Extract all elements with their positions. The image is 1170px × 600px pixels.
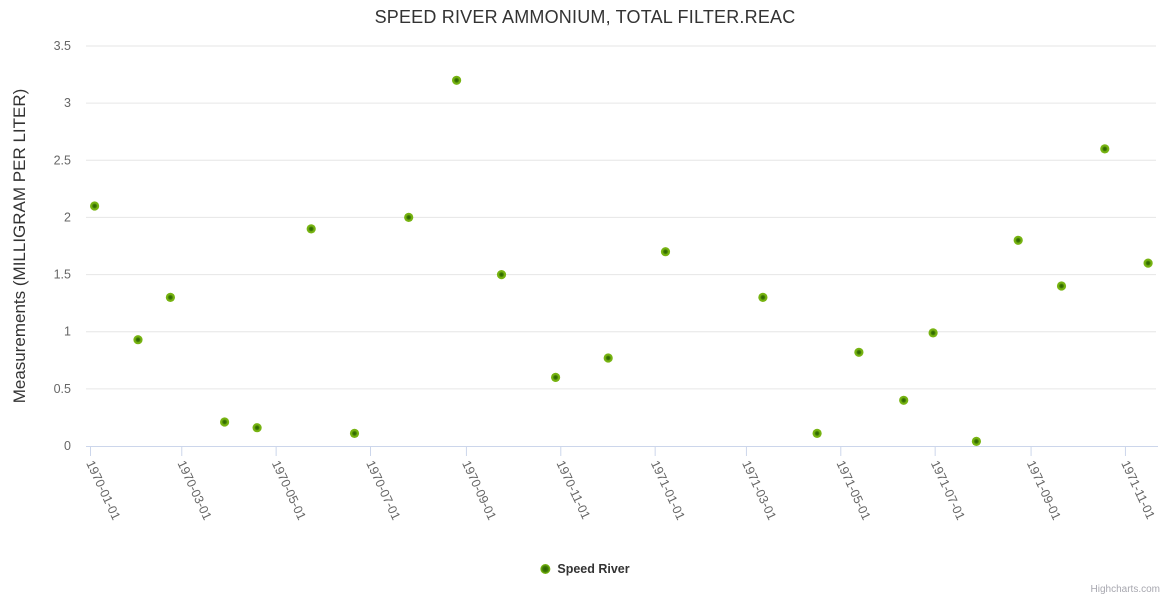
- highcharts-credit-link[interactable]: Highcharts.com: [1090, 584, 1160, 595]
- x-axis-label: 1970-09-01: [459, 458, 499, 522]
- data-point[interactable]: [1100, 144, 1110, 154]
- x-axis-label: 1971-01-01: [648, 458, 688, 522]
- x-axis-label: 1971-07-01: [928, 458, 968, 522]
- data-point[interactable]: [660, 247, 671, 257]
- data-point[interactable]: [306, 224, 316, 234]
- data-point[interactable]: [165, 292, 175, 302]
- data-point[interactable]: [1056, 281, 1067, 291]
- legend-item-speed-river[interactable]: Speed River: [540, 562, 630, 576]
- data-point[interactable]: [758, 292, 768, 302]
- x-axis-label: 1970-01-01: [83, 458, 123, 522]
- x-axis-label: 1971-11-01: [1118, 458, 1157, 521]
- x-axis-label: 1971-09-01: [1024, 458, 1064, 522]
- data-point[interactable]: [1013, 235, 1023, 245]
- y-axis-label: 1: [64, 325, 71, 339]
- data-point[interactable]: [812, 428, 822, 438]
- data-point[interactable]: [220, 417, 230, 427]
- legend-series-label: Speed River: [557, 562, 630, 576]
- x-axis-label: 1971-05-01: [834, 458, 874, 522]
- data-point[interactable]: [603, 353, 613, 363]
- data-point[interactable]: [1143, 258, 1153, 268]
- legend-marker-icon: [540, 564, 551, 574]
- y-axis-label: 3.5: [54, 39, 71, 53]
- x-axis-label: 1971-03-01: [739, 458, 779, 522]
- x-axis-label: 1970-07-01: [363, 458, 403, 522]
- data-point[interactable]: [133, 335, 143, 345]
- data-point[interactable]: [252, 423, 262, 433]
- data-point[interactable]: [899, 395, 909, 405]
- x-axis-label: 1970-03-01: [175, 458, 215, 522]
- y-axis-label: 2: [64, 210, 71, 224]
- y-axis-label: 1.5: [54, 268, 71, 282]
- data-point[interactable]: [452, 75, 462, 85]
- y-axis-label: 3: [64, 96, 71, 110]
- y-axis-title: Measurements (MILLIGRAM PER LITER): [10, 89, 29, 404]
- data-point[interactable]: [90, 201, 100, 211]
- y-axis-label: 0.5: [54, 382, 71, 396]
- y-axis-label: 0: [64, 439, 71, 453]
- data-point[interactable]: [928, 328, 938, 338]
- data-point[interactable]: [496, 270, 507, 280]
- chart-title: SPEED RIVER AMMONIUM, TOTAL FILTER.REAC: [374, 7, 796, 27]
- data-point[interactable]: [349, 428, 360, 438]
- data-point[interactable]: [551, 372, 561, 382]
- data-point[interactable]: [404, 212, 414, 222]
- data-point[interactable]: [971, 436, 982, 446]
- data-point[interactable]: [854, 347, 864, 357]
- x-axis-label: 1970-05-01: [269, 458, 309, 522]
- y-axis-label: 2.5: [54, 153, 71, 167]
- x-axis-label: 1970-11-01: [554, 458, 593, 521]
